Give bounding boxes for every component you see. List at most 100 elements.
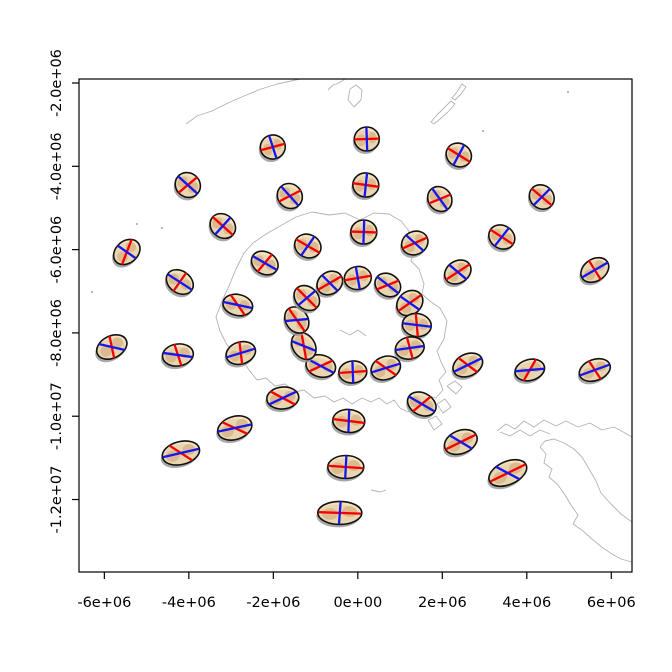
- blue-distortion-axis: [291, 340, 317, 352]
- tissot-indicatrix: [426, 185, 453, 215]
- tissot-indicatrix: [331, 408, 366, 436]
- indicatrix-texture-blotch: [279, 187, 291, 199]
- indicatrix-texture-blotch: [439, 197, 450, 208]
- indicatrix-texture-blotch: [296, 289, 307, 300]
- blue-distortion-axis: [452, 144, 465, 166]
- x-tick-label: -4e+06: [162, 595, 216, 611]
- tissot-indicatrix: [400, 312, 433, 340]
- coastline-path: [339, 329, 367, 337]
- tissot-indicatrix: [342, 265, 373, 293]
- y-tick-label: -6.0e+06: [49, 216, 65, 284]
- tissot-indicatrix: [216, 415, 253, 444]
- coastline-path: [496, 419, 633, 438]
- blue-distortion-axis: [405, 234, 425, 252]
- tissot-indicatrix: [513, 358, 546, 384]
- tissot-indicatrix: [349, 219, 378, 247]
- indicatrix-texture-blotch: [100, 345, 112, 357]
- blue-distortion-axis: [371, 362, 401, 374]
- blue-distortion-axis: [117, 244, 137, 260]
- tissot-indicatrix: [527, 184, 556, 213]
- blue-distortion-axis: [268, 390, 297, 406]
- blue-distortion-axis: [300, 236, 316, 256]
- small-island-dot: [160, 226, 164, 230]
- y-tick-label: -8.0e+06: [49, 299, 65, 367]
- coastline-path: [185, 78, 301, 125]
- tissot-indicatrix: [326, 454, 365, 482]
- blue-distortion-axis: [431, 188, 449, 210]
- blue-distortion-axis: [365, 126, 369, 152]
- tissot-indicatrix: [444, 142, 473, 170]
- indicatrix-texture-blotch: [368, 131, 377, 144]
- tissot-indicatrix: [258, 134, 287, 163]
- blue-distortion-axis: [579, 363, 610, 377]
- tissot-indicatrix: [95, 334, 128, 363]
- indicatrix-texture-blotch: [112, 337, 124, 348]
- x-tick-label: 6e+06: [587, 595, 636, 611]
- coastline-path: [436, 398, 452, 414]
- tissot-indicatrix: [316, 500, 363, 528]
- tissot-indicatrix: [487, 458, 528, 490]
- blue-distortion-axis: [514, 367, 545, 373]
- blue-distortion-axis: [344, 455, 348, 479]
- blue-distortion-axis: [347, 409, 351, 433]
- tissot-indicatrix: [249, 250, 279, 278]
- coastline-path: [499, 429, 551, 437]
- tissot-indicatrix: [160, 440, 201, 469]
- blue-distortion-axis: [453, 357, 482, 373]
- axis-layer: [72, 82, 612, 579]
- tissot-indicatrix: [351, 172, 380, 201]
- tissot-indicatrix: [164, 268, 195, 298]
- tissot-indicatrix: [406, 391, 437, 419]
- blue-distortion-axis: [581, 261, 609, 279]
- x-tick-label: 4e+06: [502, 595, 551, 611]
- coastline-path: [430, 100, 456, 125]
- coastline-path: [347, 84, 363, 108]
- blue-distortion-axis: [362, 219, 366, 245]
- blue-distortion-axis: [408, 395, 436, 413]
- tissot-indicatrix: [400, 230, 429, 258]
- tissot-indicatrix: [112, 238, 141, 268]
- blue-distortion-axis: [402, 322, 432, 328]
- tissot-indicatrix: [487, 224, 516, 253]
- indicatrix-texture-blotch: [341, 368, 352, 380]
- indicatrix-texture-blotch: [365, 224, 375, 237]
- indicatrix-texture-blotch: [418, 319, 429, 331]
- x-tick-label: 2e+06: [418, 595, 467, 611]
- tissot-indicatrix: [292, 284, 321, 314]
- coastline-path: [446, 380, 463, 395]
- indicatrix-texture-blotch: [289, 193, 301, 205]
- blue-distortion-axis: [162, 351, 193, 359]
- tissot-indicatrix: [337, 360, 368, 387]
- blue-distortion-axis: [214, 216, 232, 236]
- y-tick-label: -2.0e+06: [49, 49, 65, 117]
- tissot-indicatrix: [293, 233, 322, 261]
- small-island-dot: [481, 129, 485, 133]
- axis-label-layer: -6e+06 -4e+06 -2e+06 0e+00 2e+06 4e+06 6e+06 -2…: [49, 49, 636, 611]
- tissot-indicatrix: [443, 259, 472, 287]
- coastline-path: [451, 83, 467, 101]
- tissot-indicatrix: [275, 182, 304, 212]
- coastline-path: [539, 446, 633, 563]
- tissot-indicatrix: [577, 357, 612, 385]
- blue-distortion-axis: [376, 276, 399, 294]
- small-island-dot: [566, 90, 570, 94]
- y-tick-label: -1.2e+07: [49, 466, 65, 534]
- tissot-indicatrix: [369, 355, 402, 383]
- tissot-indicatrix: [395, 289, 424, 319]
- blue-distortion-axis: [354, 266, 361, 290]
- coastline-path: [370, 489, 387, 493]
- coastline-path: [539, 438, 633, 523]
- indicatrix-texture-blotch: [188, 182, 199, 193]
- indicatrix-texture-blotch: [408, 292, 419, 304]
- tissot-indicatrix: [451, 352, 484, 380]
- blue-distortion-axis: [223, 300, 253, 310]
- tissot-indicatrix: [352, 126, 381, 154]
- indicatrix-texture-blotch: [342, 506, 358, 518]
- blue-distortion-axis: [321, 274, 339, 292]
- blue-distortion-axis: [226, 347, 256, 359]
- blue-distortion-axis: [395, 344, 425, 352]
- blue-distortion-axis: [449, 434, 473, 450]
- small-island-dot: [90, 290, 94, 294]
- y-tick-label: -4.0e+06: [49, 132, 65, 200]
